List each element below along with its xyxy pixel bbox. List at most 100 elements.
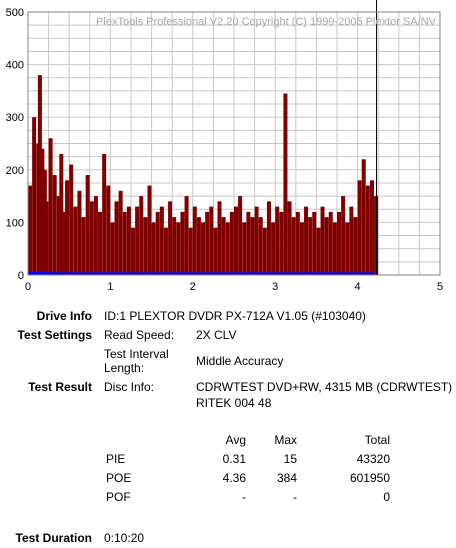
stat-max: 15	[283, 452, 297, 466]
stat-max: 384	[276, 471, 297, 485]
poe-bar	[65, 180, 70, 275]
poe-bar	[341, 196, 346, 275]
poe-bar	[102, 154, 107, 275]
poe-bar	[246, 211, 251, 275]
disc-info-label: Disc Info:	[104, 380, 155, 394]
poe-bar	[159, 206, 164, 275]
poe-bar	[28, 185, 32, 275]
poe-bar	[295, 211, 300, 275]
max-header: Max	[274, 433, 297, 447]
poe-bar	[262, 227, 267, 275]
poe-bar	[32, 117, 37, 275]
poe-bar	[114, 201, 119, 275]
interval-label-line1: Test Interval	[104, 347, 169, 361]
poe-bar	[180, 211, 185, 275]
poe-bar	[135, 206, 140, 275]
poe-bar	[304, 206, 309, 275]
poe-bar	[234, 206, 238, 275]
poe-bar	[81, 217, 86, 275]
poe-bar	[283, 93, 288, 275]
poe-bar	[59, 154, 64, 275]
drive-info-label: Drive Info	[36, 309, 92, 323]
poe-bar	[172, 217, 177, 275]
x-tick-label: 0	[25, 281, 31, 293]
poe-bar	[40, 148, 45, 275]
poe-bar	[163, 227, 168, 275]
pie-area	[28, 271, 375, 275]
read-speed-value: 2X CLV	[196, 328, 237, 342]
plot-frame	[27, 11, 441, 276]
poe-series	[28, 75, 379, 276]
poe-bar	[337, 211, 341, 275]
poe-bar	[221, 217, 226, 275]
test-duration-value: 0:10:20	[104, 531, 145, 545]
total-header: Total	[364, 433, 390, 447]
poe-bar	[126, 206, 131, 275]
poe-bar	[242, 222, 247, 275]
stat-total: 601950	[349, 471, 390, 485]
poe-bar	[85, 175, 90, 275]
poe-bar	[192, 206, 197, 275]
poe-bar	[291, 217, 296, 275]
poe-bar	[225, 222, 230, 275]
x-tick-label: 2	[190, 281, 196, 293]
poe-bar	[369, 180, 374, 275]
poe-bar	[353, 217, 358, 275]
poe-bar	[143, 217, 148, 275]
stat-total: 0	[383, 490, 390, 504]
poe-bar	[155, 211, 160, 275]
poe-bar	[361, 159, 366, 275]
stat-avg: 4.36	[222, 471, 246, 485]
poe-bar	[89, 201, 94, 275]
poe-bar	[110, 222, 115, 275]
poe-bar	[69, 164, 74, 275]
poe-bar	[258, 217, 263, 275]
poe-bar	[52, 175, 57, 275]
stat-row-name: POF	[106, 490, 131, 504]
poe-bar	[147, 185, 152, 275]
poe-bar	[287, 201, 292, 275]
stat-max: -	[293, 490, 297, 504]
x-tick-label: 1	[107, 281, 113, 293]
poe-bar	[77, 190, 82, 275]
poe-bar	[312, 211, 317, 275]
y-tick-label: 400	[6, 60, 24, 72]
poe-bar	[209, 206, 214, 275]
interval-label-line2: Length:	[104, 361, 145, 375]
y-tick-label: 0	[18, 270, 24, 282]
poe-bar	[345, 222, 350, 275]
pie-poe-chart: PlexTools Professional V2.20 Copyright (…	[6, 0, 443, 293]
poe-bar	[131, 227, 135, 275]
poe-bar	[205, 211, 210, 275]
poe-bar	[308, 217, 313, 275]
poe-bar	[349, 206, 354, 275]
poe-bar	[275, 206, 280, 275]
test-settings-label: Test Settings	[17, 328, 92, 342]
stat-row-name: PIE	[106, 452, 126, 466]
poe-bar	[332, 222, 337, 275]
test-duration-label: Test Duration	[15, 531, 92, 545]
y-tick-label: 200	[6, 165, 24, 177]
copyright-watermark: PlexTools Professional V2.20 Copyright (…	[96, 16, 437, 28]
poe-bar	[151, 222, 156, 275]
poe-bar	[118, 190, 123, 275]
poe-bar	[168, 201, 173, 275]
y-tick-label: 500	[6, 7, 24, 19]
poe-bar	[196, 217, 201, 275]
poe-bar	[357, 180, 362, 275]
drive-info-value: ID:1 PLEXTOR DVDR PX-712A V1.05 (#103040…	[104, 309, 366, 323]
stat-avg: -	[242, 490, 246, 504]
poe-bar	[188, 227, 193, 275]
poe-bar	[184, 196, 189, 275]
x-tick-label: 4	[355, 281, 361, 293]
poe-bar	[217, 201, 222, 275]
disc-info-line1: CDRWTEST DVD+RW, 4315 MB (CDRWTEST)	[196, 380, 453, 394]
poe-bar	[316, 227, 321, 275]
x-tick-label: 5	[437, 281, 443, 293]
y-tick-label: 100	[6, 217, 24, 229]
poe-bar	[254, 206, 259, 275]
poe-bar	[328, 211, 333, 275]
poe-bar	[266, 201, 271, 275]
stat-avg: 0.31	[222, 452, 246, 466]
poe-bar	[73, 206, 78, 275]
